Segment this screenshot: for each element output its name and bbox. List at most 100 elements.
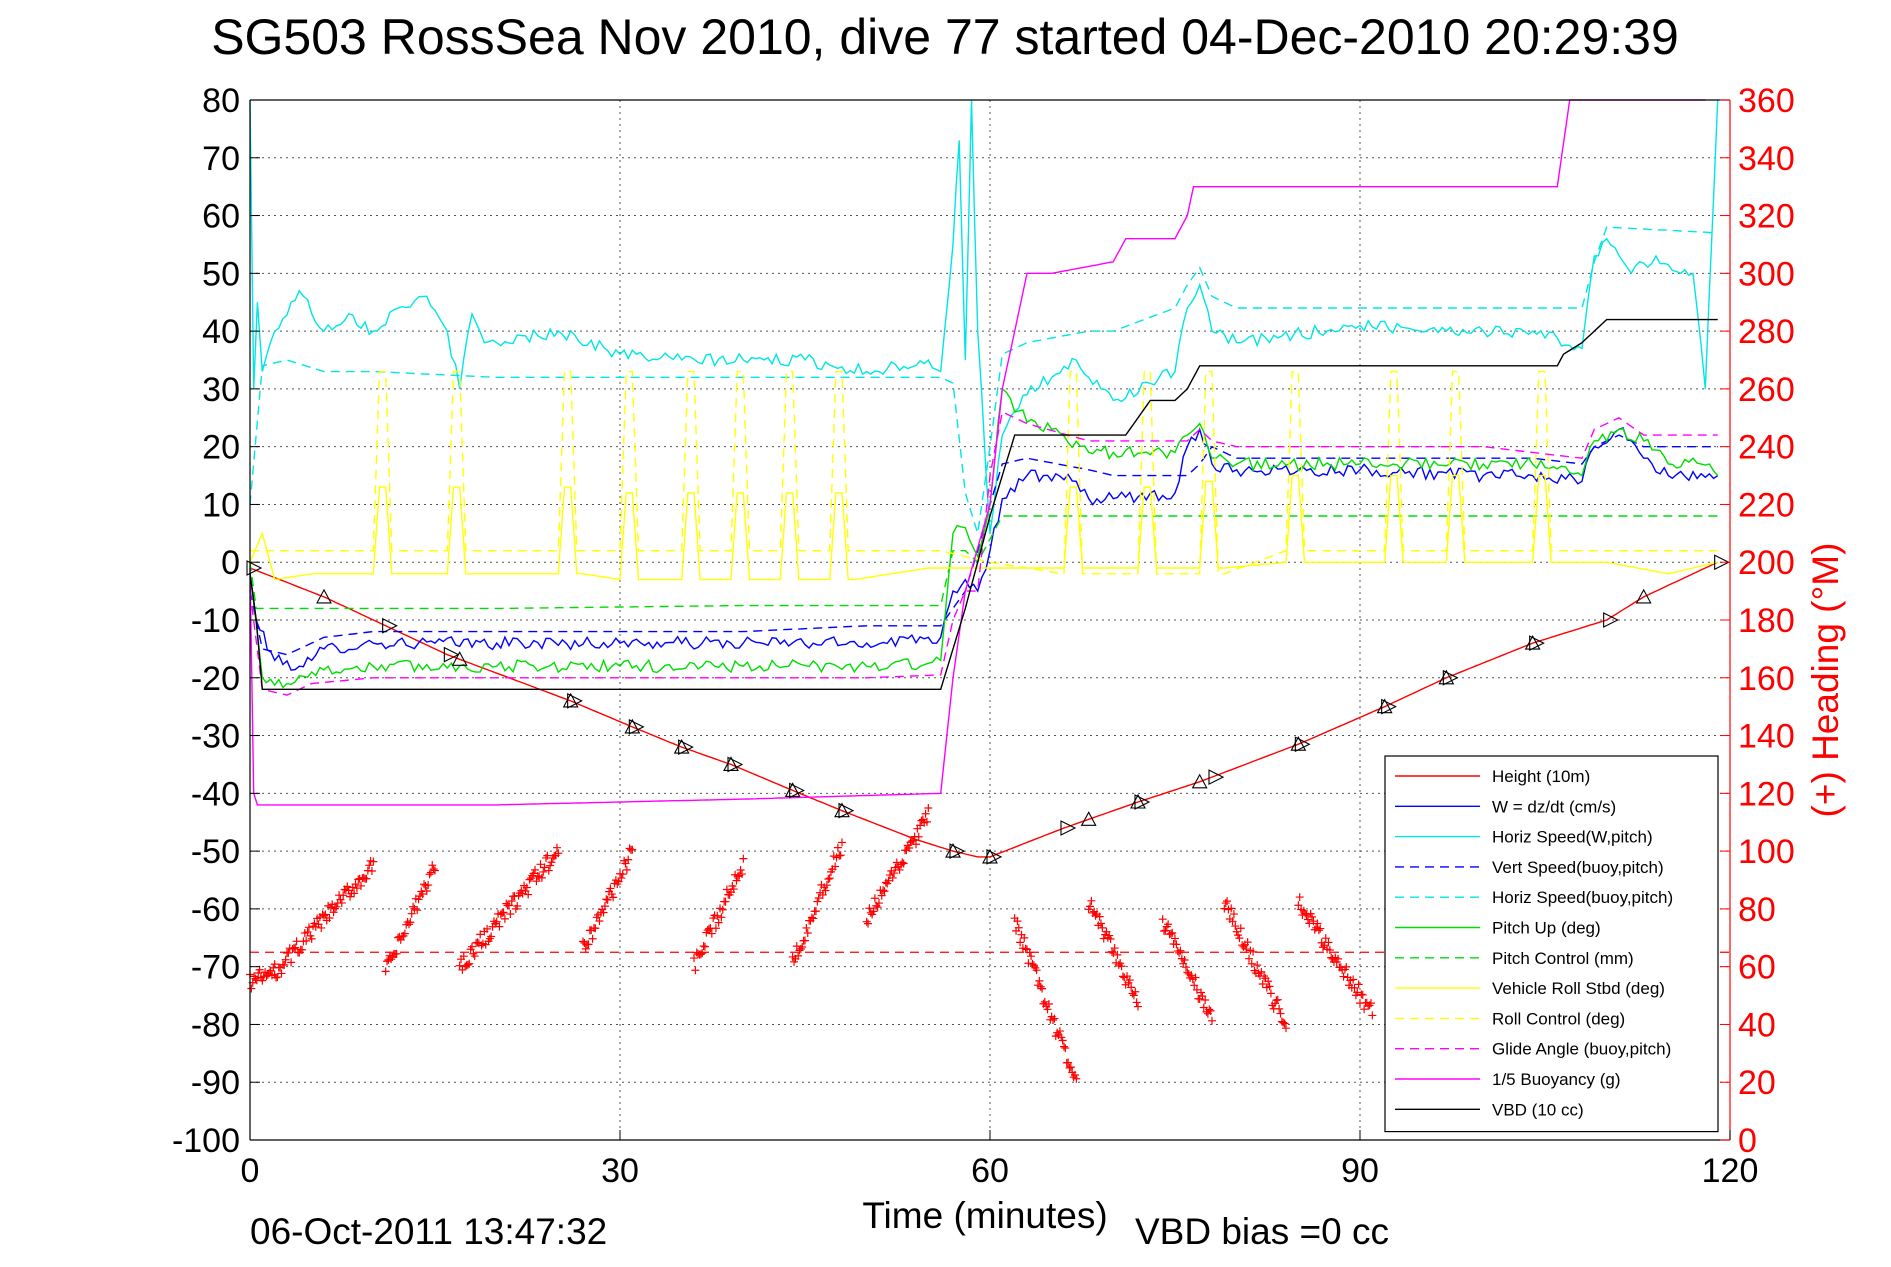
heading-point-406: [1086, 902, 1095, 911]
heading-point-63: [330, 904, 339, 913]
heading-point-487: [1231, 922, 1240, 931]
heading-point-35: [292, 937, 301, 946]
heading-point-466: [1191, 973, 1200, 982]
heading-point-200: [552, 843, 561, 852]
heading-point-414: [1097, 919, 1105, 928]
heading-point-279: [792, 942, 801, 951]
heading-point-363: [1016, 938, 1025, 947]
depth-marker-side-1: [382, 617, 398, 634]
heading-point-128: [431, 866, 439, 875]
heading-point-395: [1060, 1042, 1068, 1051]
heading-point-392: [1055, 1027, 1064, 1036]
heading-point-314: [864, 919, 873, 928]
heading-point-293: [811, 907, 820, 916]
heading-point-313: [862, 917, 871, 926]
heading-point-524: [1282, 1024, 1290, 1033]
heading-point-285: [801, 936, 809, 945]
heading-point-381: [1040, 997, 1049, 1006]
y-tick-label-17: 70: [202, 140, 240, 178]
heading-point-477: [1206, 1006, 1215, 1015]
heading-point-290: [807, 913, 816, 922]
heading-point-322: [875, 899, 883, 908]
heading-point-438: [1129, 991, 1138, 1000]
depth-marker-side-19: [1714, 554, 1730, 571]
heading-point-250: [705, 924, 714, 933]
legend-label-6: Pitch Control (mm): [1492, 949, 1634, 968]
heading-point-191: [540, 863, 549, 872]
x-tick-label-4: 120: [1702, 1152, 1759, 1190]
heading-point-218: [600, 902, 609, 911]
heading-point-149: [483, 924, 492, 933]
depth-marker-side-4: [628, 718, 645, 735]
series-line-1: [249, 427, 1719, 671]
heading-point-55: [320, 911, 328, 920]
heading-point-33: [289, 944, 298, 953]
heading-point-358: [924, 803, 933, 812]
heading-point-72: [343, 882, 352, 891]
heading-point-34: [291, 943, 300, 952]
x-tick-label-2: 60: [971, 1152, 1009, 1190]
y-right-tick-label-9: 180: [1738, 602, 1795, 640]
y-right-tick-label-2: 40: [1738, 1006, 1776, 1044]
heading-point-220: [603, 895, 612, 904]
heading-point-56: [321, 910, 330, 919]
heading-point-554: [1334, 954, 1343, 963]
heading-point-463: [1187, 971, 1196, 980]
y-tick-label-14: 40: [202, 313, 240, 351]
heading-point-142: [473, 938, 482, 947]
heading-point-458: [1180, 955, 1189, 964]
heading-point-579: [1368, 1011, 1377, 1020]
heading-point-344: [905, 844, 914, 853]
heading-point-301: [822, 881, 831, 890]
heading-point-27: [281, 955, 290, 964]
heading-point-230: [617, 874, 626, 883]
legend-label-0: Height (10m): [1492, 767, 1590, 786]
heading-point-541: [1316, 924, 1325, 933]
heading-point-479: [1220, 904, 1229, 913]
heading-point-44: [304, 923, 313, 932]
heading-point-26: [280, 961, 289, 970]
heading-point-467: [1192, 985, 1201, 994]
y-tick-label-9: -10: [191, 602, 240, 640]
heading-point-525: [1294, 901, 1303, 910]
y-right-tick-label-11: 220: [1738, 486, 1795, 524]
heading-point-184: [531, 865, 540, 874]
heading-point-179: [524, 890, 533, 899]
heading-point-440: [1132, 998, 1141, 1007]
heading-point-476: [1205, 1005, 1214, 1014]
heading-point-275: [739, 854, 748, 863]
heading-point-319: [870, 894, 879, 903]
heading-point-448: [1166, 929, 1175, 938]
heading-point-329: [884, 876, 893, 885]
heading-point-214: [595, 917, 604, 926]
heading-point-106: [400, 929, 409, 938]
heading-point-507: [1258, 979, 1267, 988]
heading-point-572: [1358, 990, 1367, 999]
heading-point-68: [337, 898, 346, 907]
depth-marker-up-1: [451, 651, 468, 666]
heading-point-152: [487, 932, 496, 941]
heading-point-339: [898, 858, 907, 867]
heading-point-209: [588, 934, 597, 943]
y-tick-label-4: -60: [191, 891, 240, 929]
y-right-tick-label-14: 280: [1738, 313, 1795, 351]
heading-point-439: [1131, 987, 1140, 996]
heading-point-429: [1117, 962, 1126, 971]
heading-point-240: [691, 966, 700, 975]
depth-marker-side-2: [443, 646, 460, 663]
y-tick-label-7: -30: [191, 718, 240, 756]
y-right-tick-label-8: 160: [1738, 660, 1795, 698]
heading-point-234: [622, 865, 631, 874]
y-tick-label-10: 0: [221, 544, 240, 582]
heading-point-452: [1172, 940, 1181, 949]
heading-point-407: [1087, 896, 1096, 905]
heading-point-252: [707, 929, 716, 938]
depth-marker-side-13: [1208, 769, 1225, 785]
heading-point-566: [1350, 983, 1359, 992]
heading-point-333: [890, 869, 899, 878]
heading-point-496: [1243, 938, 1252, 947]
heading-point-18: [270, 960, 279, 969]
heading-point-455: [1176, 946, 1185, 955]
heading-point-162: [500, 914, 509, 923]
